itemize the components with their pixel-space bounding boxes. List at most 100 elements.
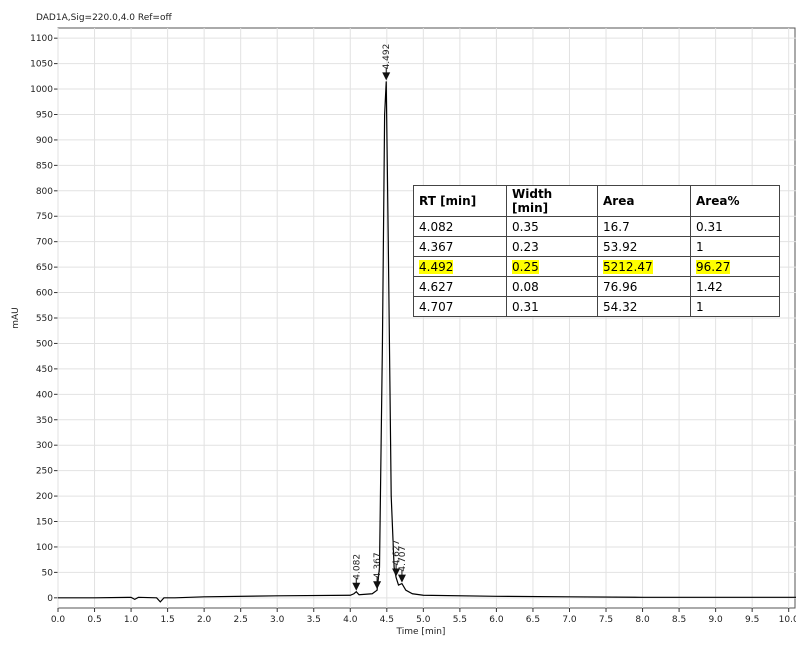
cell-text: 1 <box>696 299 704 314</box>
cell-text: 1 <box>696 239 704 254</box>
table-cell: 0.23 <box>506 236 598 257</box>
y-tick-label: 150 <box>36 518 53 528</box>
y-tick-label: 0 <box>47 594 53 604</box>
y-tick-label: 750 <box>36 212 53 222</box>
x-tick-label: 3.5 <box>307 615 321 625</box>
table-cell: 4.367 <box>413 236 507 257</box>
peak-label: 4.707 <box>398 546 408 572</box>
table-row: 4.492 0.25 5212.47 96.27 <box>413 256 780 277</box>
cell-text: 4.367 <box>419 239 454 254</box>
table-row: 4.082 0.35 16.7 0.31 <box>413 216 780 237</box>
y-tick-label: 1050 <box>30 60 53 70</box>
y-tick-label: 950 <box>36 110 53 120</box>
table-cell: 53.92 <box>597 236 691 257</box>
table-cell: 0.08 <box>506 276 598 297</box>
x-tick-label: 7.5 <box>599 615 613 625</box>
column-header: Width [min] <box>506 185 598 217</box>
table-row: 4.707 0.31 54.32 1 <box>413 296 780 317</box>
y-tick-label: 650 <box>36 263 53 273</box>
x-tick-label: 1.5 <box>160 615 174 625</box>
x-tick-label: 3.0 <box>270 615 285 625</box>
x-tick-label: 2.0 <box>197 615 212 625</box>
y-tick-label: 250 <box>36 467 53 477</box>
table-cell: 1 <box>690 236 780 257</box>
y-tick-label: 550 <box>36 314 53 324</box>
y-tick-label: 450 <box>36 365 53 375</box>
x-tick-label: 5.0 <box>416 615 431 625</box>
y-axis-label: mAU <box>11 307 21 329</box>
cell-text: 53.92 <box>603 239 638 254</box>
cell-text: 0.08 <box>512 279 539 294</box>
cell-text: 4.707 <box>419 299 454 314</box>
x-tick-label: 4.5 <box>380 615 394 625</box>
trace <box>58 81 796 603</box>
header-row: RT [min] Width [min] Area Area% <box>413 185 780 217</box>
cell-text: 4.627 <box>419 279 454 294</box>
column-header: Area% <box>690 185 780 217</box>
cell-text: 4.082 <box>419 219 454 234</box>
x-tick-label: 2.5 <box>234 615 248 625</box>
cell-text: 0.23 <box>512 239 539 254</box>
y-tick-label: 350 <box>36 416 53 426</box>
y-tick-label: 300 <box>36 441 53 451</box>
cell-text: 0.25 <box>512 259 539 274</box>
y-tick-label: 900 <box>36 136 53 146</box>
x-tick-label: 0.0 <box>51 615 66 625</box>
cell-text: 0.31 <box>512 299 539 314</box>
x-tick-label: 8.5 <box>672 615 686 625</box>
table-cell: 54.32 <box>597 296 691 317</box>
peak-label: 4.367 <box>373 552 383 578</box>
y-tick-label: 850 <box>36 161 53 171</box>
cell-text: 0.35 <box>512 219 539 234</box>
y-tick-label: 1000 <box>30 85 53 95</box>
table-cell: 0.25 <box>506 256 598 277</box>
cell-text: 4.492 <box>419 259 454 274</box>
x-axis-label: Time [min] <box>396 627 446 637</box>
table-cell: 4.492 <box>413 256 507 277</box>
peak-marker <box>373 581 382 590</box>
table-cell: 0.31 <box>506 296 598 317</box>
chart-title: DAD1A,Sig=220.0,4.0 Ref=off <box>36 13 172 23</box>
peak-label: 4.492 <box>382 44 392 70</box>
table-cell: 16.7 <box>597 216 691 237</box>
y-tick-label: 400 <box>36 390 53 400</box>
y-tick-label: 800 <box>36 187 53 197</box>
y-tick-label: 200 <box>36 492 53 502</box>
y-tick-label: 100 <box>36 543 53 553</box>
peak-marker <box>382 72 391 81</box>
table-cell: 1 <box>690 296 780 317</box>
x-tick-label: 7.0 <box>562 615 577 625</box>
y-tick-label: 50 <box>42 568 54 578</box>
peak-marker <box>397 574 406 583</box>
table-cell: 76.96 <box>597 276 691 297</box>
y-tick-label: 500 <box>36 339 53 349</box>
peak-label: 4.627 <box>392 540 402 566</box>
cell-text: 76.96 <box>603 279 638 294</box>
table-cell: 0.35 <box>506 216 598 237</box>
cell-text: 16.7 <box>603 219 630 234</box>
x-tick-label: 6.0 <box>489 615 504 625</box>
table-cell: 96.27 <box>690 256 780 277</box>
column-header: RT [min] <box>413 185 507 217</box>
results-table: RT [min] Width [min] Area Area% 4.082 0.35 16.… <box>413 185 780 317</box>
cell-text: 0.31 <box>696 219 723 234</box>
y-tick-label: 1100 <box>30 34 53 44</box>
x-tick-label: 9.5 <box>745 615 759 625</box>
cell-text: 54.32 <box>603 299 638 314</box>
x-tick-label: 8.0 <box>635 615 650 625</box>
peak-marker <box>352 582 361 591</box>
cell-text: 5212.47 <box>603 259 653 274</box>
peak-label: 4.082 <box>352 554 362 580</box>
table-cell: 4.627 <box>413 276 507 297</box>
table-cell: 0.31 <box>690 216 780 237</box>
y-tick-label: 600 <box>36 289 53 299</box>
x-tick-label: 9.0 <box>708 615 723 625</box>
y-tick-label: 700 <box>36 238 53 248</box>
table-cell: 4.707 <box>413 296 507 317</box>
table-cell: 4.082 <box>413 216 507 237</box>
x-tick-label: 6.5 <box>526 615 540 625</box>
x-tick-label: 4.0 <box>343 615 358 625</box>
table-cell: 5212.47 <box>597 256 691 277</box>
